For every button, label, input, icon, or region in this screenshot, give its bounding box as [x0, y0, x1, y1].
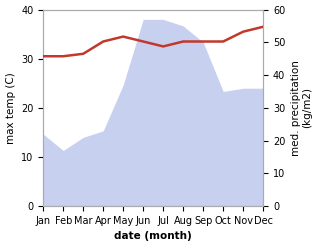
Y-axis label: max temp (C): max temp (C)	[5, 72, 16, 144]
Y-axis label: med. precipitation
(kg/m2): med. precipitation (kg/m2)	[291, 60, 313, 156]
X-axis label: date (month): date (month)	[114, 231, 192, 242]
